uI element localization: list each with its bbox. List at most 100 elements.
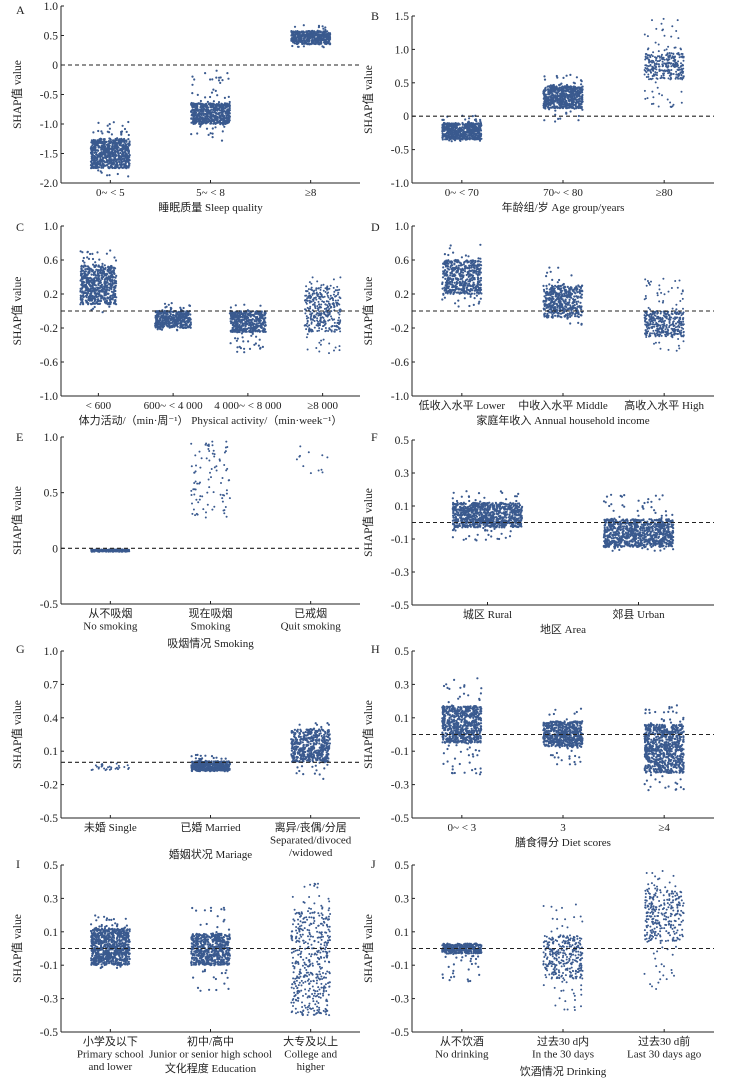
- data-point: [339, 297, 342, 300]
- data-point: [654, 71, 657, 74]
- data-point: [669, 78, 672, 81]
- y-tick-label: -0.5: [40, 90, 58, 102]
- data-point: [570, 106, 573, 109]
- data-point: [561, 89, 564, 92]
- data-point: [121, 154, 125, 157]
- data-point: [221, 109, 224, 112]
- data-point: [89, 252, 92, 256]
- data-point: [570, 101, 574, 104]
- data-point: [471, 137, 474, 140]
- data-point: [192, 114, 195, 117]
- data-point: [558, 86, 561, 89]
- data-point: [191, 108, 194, 111]
- data-point: [218, 114, 221, 117]
- data-point: [92, 302, 95, 305]
- data-point: [251, 327, 254, 330]
- data-point: [105, 143, 108, 146]
- data-point: [91, 252, 94, 255]
- data-point: [118, 156, 121, 159]
- data-point: [656, 86, 659, 89]
- data-point: [252, 328, 255, 331]
- data-point: [305, 35, 308, 38]
- data-point: [324, 28, 327, 32]
- y-tick-label: 1.0: [395, 44, 410, 56]
- data-point: [661, 60, 664, 63]
- x-tick-label: 5~ < 8: [196, 187, 225, 199]
- data-point: [94, 156, 97, 159]
- data-point: [104, 301, 107, 304]
- data-point: [554, 109, 557, 112]
- data-point: [553, 87, 557, 90]
- data-point: [338, 303, 341, 306]
- data-point: [95, 302, 98, 305]
- data-point: [465, 133, 468, 136]
- data-point: [457, 127, 460, 130]
- data-point: [547, 96, 550, 99]
- data-point: [307, 288, 310, 291]
- data-point: [205, 106, 208, 109]
- data-point: [460, 129, 463, 132]
- data-point: [339, 330, 342, 333]
- data-point: [452, 123, 455, 126]
- data-point: [559, 83, 562, 86]
- data-point: [456, 130, 459, 133]
- data-point: [672, 103, 675, 106]
- data-point: [643, 33, 646, 36]
- data-point: [226, 72, 229, 75]
- data-point: [106, 130, 109, 133]
- data-point: [457, 136, 460, 139]
- data-point: [338, 349, 341, 352]
- data-point: [103, 139, 106, 142]
- data-point: [575, 107, 578, 110]
- data-point: [84, 285, 87, 288]
- data-point: [221, 112, 224, 115]
- data-point: [670, 52, 673, 55]
- data-point: [102, 268, 105, 271]
- data-point: [454, 125, 457, 128]
- data-point: [318, 329, 320, 332]
- data-point: [247, 326, 250, 330]
- data-point: [212, 88, 215, 91]
- data-point: [680, 55, 683, 58]
- data-point: [227, 119, 231, 122]
- data-point: [170, 315, 173, 318]
- data-point: [170, 324, 173, 327]
- data-point: [666, 70, 669, 72]
- data-point: [85, 276, 88, 279]
- x-axis-title: 年龄组/岁 Age group/years: [502, 200, 625, 214]
- data-point: [579, 86, 582, 89]
- data-point: [547, 91, 550, 94]
- data-point: [212, 100, 215, 103]
- data-point: [663, 77, 666, 80]
- data-point: [94, 139, 97, 142]
- data-point: [79, 294, 82, 297]
- data-point: [554, 97, 557, 100]
- data-point: [662, 73, 665, 76]
- data-point: [101, 296, 104, 299]
- data-point: [88, 269, 91, 272]
- data-point: [84, 291, 87, 295]
- y-axis-title: SHAP值 value: [362, 65, 375, 134]
- data-point: [325, 36, 328, 40]
- data-point: [675, 61, 678, 64]
- data-point: [670, 69, 673, 71]
- data-point: [229, 306, 232, 309]
- data-point: [680, 52, 683, 55]
- data-point: [80, 265, 83, 268]
- data-point: [241, 323, 244, 326]
- data-point: [96, 142, 99, 145]
- data-point: [194, 111, 197, 114]
- data-point: [218, 105, 221, 108]
- data-point: [123, 155, 126, 158]
- data-point: [127, 133, 130, 137]
- data-point: [244, 320, 247, 323]
- data-point: [308, 292, 311, 295]
- data-point: [681, 78, 684, 81]
- data-point: [97, 129, 100, 133]
- data-point: [448, 137, 451, 140]
- data-point: [682, 75, 685, 78]
- data-point: [677, 52, 680, 55]
- data-point: [263, 330, 266, 333]
- data-point: [220, 118, 223, 122]
- data-point: [117, 146, 120, 149]
